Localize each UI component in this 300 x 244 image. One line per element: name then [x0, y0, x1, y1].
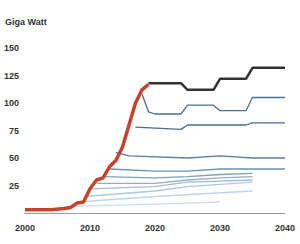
svg-text:75: 75	[9, 126, 19, 136]
svg-text:25: 25	[9, 181, 19, 191]
svg-text:50: 50	[9, 153, 19, 163]
svg-text:150: 150	[4, 43, 19, 53]
svg-text:2040: 2040	[275, 223, 295, 233]
svg-text:2030: 2030	[210, 223, 230, 233]
svg-text:100: 100	[4, 98, 19, 108]
svg-text:Giga Watt: Giga Watt	[5, 17, 47, 27]
svg-text:2000: 2000	[15, 223, 35, 233]
svg-text:2020: 2020	[145, 223, 165, 233]
svg-text:125: 125	[4, 71, 19, 81]
svg-text:2010: 2010	[80, 223, 100, 233]
